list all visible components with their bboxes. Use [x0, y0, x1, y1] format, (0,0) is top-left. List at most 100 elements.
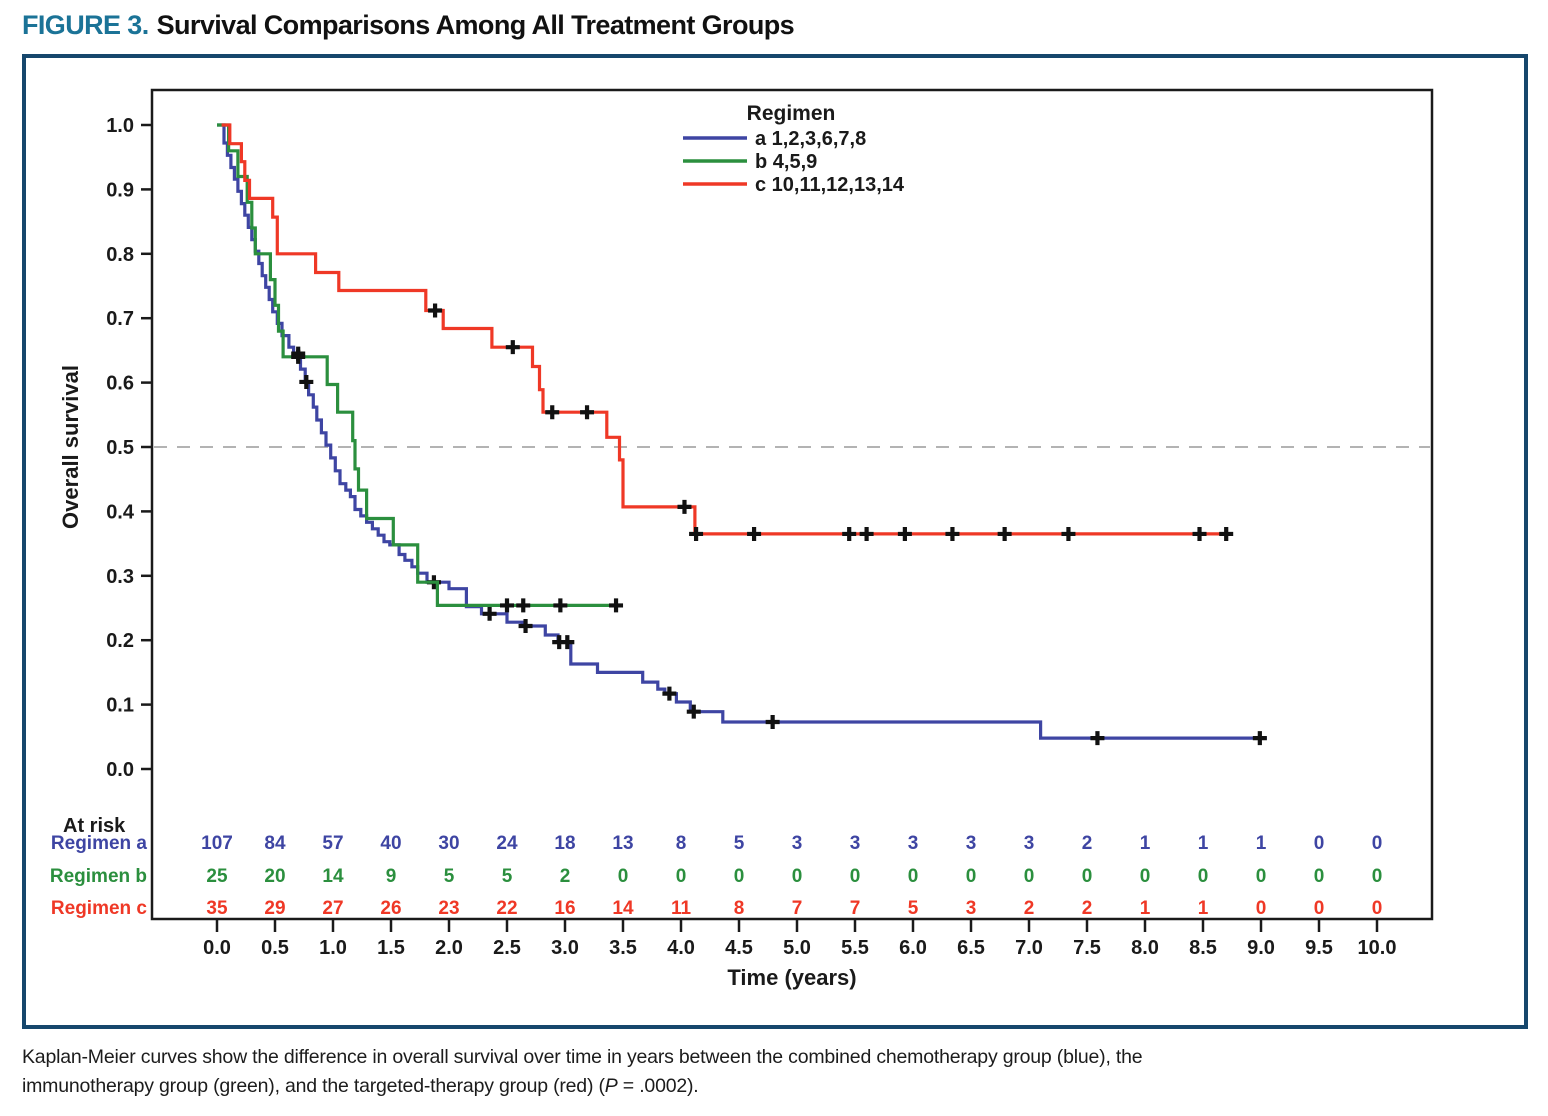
figure-panel: 0.0 0.1 0.2 0.3 0.4 0.5 0.6 0.7 0.8 0.9 1.0 Overall… [22, 54, 1528, 1029]
at-risk-count: 3 [966, 833, 977, 854]
at-risk-count: 20 [264, 866, 285, 887]
x-tick-label: 5.0 [783, 937, 811, 959]
plot-frame-group [150, 88, 1434, 921]
figure-caption: Kaplan-Meier curves show the difference … [22, 1043, 1548, 1102]
caption-line1: Kaplan-Meier curves show the difference … [22, 1046, 1143, 1068]
km-curve-regimen-c [221, 123, 1234, 541]
at-risk-count: 11 [671, 898, 692, 919]
y-tick-label: 0.8 [106, 244, 134, 266]
at-risk-count: 0 [676, 866, 687, 887]
at-risk-count: 0 [618, 866, 629, 887]
at-risk-count: 3 [1024, 833, 1035, 854]
survival-step-path [217, 123, 1267, 740]
censor-marks [428, 303, 1234, 541]
at-risk-count: 14 [322, 866, 344, 887]
at-risk-count: 3 [908, 833, 919, 854]
at-risk-count: 0 [1024, 866, 1035, 887]
plot-frame [150, 88, 1434, 921]
x-tick-label: 2.0 [435, 937, 463, 959]
legend-label-c: c 10,11,12,13,14 [755, 174, 905, 196]
censor-marks [291, 346, 1267, 746]
at-risk-count: 5 [502, 866, 513, 887]
figure-label: FIGURE 3. [22, 10, 149, 40]
at-risk-count: 3 [966, 898, 977, 919]
x-tick-label: 7.5 [1073, 937, 1101, 959]
at-risk-count: 0 [908, 866, 919, 887]
x-tick-label: 9.5 [1305, 937, 1333, 959]
km-curve-regimen-b [217, 123, 624, 613]
at-risk-header: At risk [63, 815, 126, 837]
x-tick-label: 2.5 [493, 937, 521, 959]
at-risk-count: 25 [206, 866, 228, 887]
at-risk-count: 24 [496, 833, 518, 854]
at-risk-count: 0 [966, 866, 977, 887]
y-axis-title: Overall survival [58, 365, 83, 529]
at-risk-count: 35 [206, 898, 228, 919]
at-risk-count: 13 [612, 833, 633, 854]
at-risk-count: 1 [1140, 833, 1151, 854]
at-risk-count: 0 [1082, 866, 1093, 887]
at-risk-count: 107 [201, 833, 233, 854]
at-risk-count: 40 [380, 833, 401, 854]
at-risk-row-a: Regimen a 107 84 57 40 30 24 18 13 8 5 3 3 3 3 3 2 1 1 1 0 0 [51, 833, 1382, 854]
at-risk-count: 0 [1314, 898, 1325, 919]
at-risk-count: 0 [1140, 866, 1151, 887]
at-risk-count: 26 [380, 898, 401, 919]
x-tick-label: 0.5 [261, 937, 289, 959]
km-curve-regimen-a [217, 123, 1267, 746]
at-risk-count: 1 [1198, 898, 1209, 919]
x-tick-label: 0.0 [203, 937, 231, 959]
at-risk-count: 8 [676, 833, 687, 854]
at-risk-count: 14 [612, 898, 634, 919]
at-risk-count: 29 [264, 898, 285, 919]
at-risk-count: 2 [1024, 898, 1035, 919]
x-tick-label: 7.0 [1015, 937, 1043, 959]
legend: Regimen a 1,2,3,6,7,8b 4,5,9c 10,11,12,13… [683, 102, 905, 196]
at-risk-row-label: Regimen a [51, 833, 148, 854]
at-risk-count: 0 [1314, 833, 1325, 854]
at-risk-count: 0 [1372, 833, 1383, 854]
y-tick-label: 0.7 [106, 308, 134, 330]
legend-label-a: a 1,2,3,6,7,8 [755, 128, 866, 150]
at-risk-count: 23 [438, 898, 459, 919]
survival-step-path [221, 123, 1227, 536]
at-risk-count: 3 [792, 833, 803, 854]
x-tick-label: 10.0 [1358, 937, 1397, 959]
x-tick-label: 3.5 [609, 937, 637, 959]
at-risk-count: 0 [734, 866, 745, 887]
x-tick-label: 6.0 [899, 937, 927, 959]
x-tick-label: 5.5 [841, 937, 869, 959]
y-tick-label: 0.6 [106, 373, 134, 395]
at-risk-count: 3 [850, 833, 861, 854]
at-risk-count: 16 [554, 898, 575, 919]
at-risk-count: 0 [1372, 866, 1383, 887]
y-tick-label: 0.9 [106, 179, 134, 201]
x-tick-label: 9.0 [1247, 937, 1275, 959]
legend-title: Regimen [747, 102, 836, 125]
p-value-symbol: P [604, 1075, 618, 1098]
legend-label-b: b 4,5,9 [755, 151, 817, 173]
x-tick-label: 4.0 [667, 937, 695, 959]
at-risk-count: 57 [322, 833, 343, 854]
at-risk-count: 84 [264, 833, 286, 854]
at-risk-count: 0 [1372, 898, 1383, 919]
caption-line2: immunotherapy group (green), and the tar… [22, 1075, 699, 1098]
x-tick-label: 8.5 [1189, 937, 1217, 959]
at-risk-count: 8 [734, 898, 745, 919]
at-risk-count: 9 [386, 866, 397, 887]
at-risk-count: 2 [1082, 898, 1093, 919]
at-risk-count: 0 [1256, 898, 1267, 919]
at-risk-count: 1 [1256, 833, 1267, 854]
y-tick-label: 0.5 [106, 437, 134, 459]
y-tick-label: 0.2 [106, 630, 134, 652]
figure-title-text: Survival Comparisons Among All Treatment… [156, 10, 795, 40]
at-risk-count: 0 [1314, 866, 1325, 887]
y-axis: 0.0 0.1 0.2 0.3 0.4 0.5 0.6 0.7 0.8 0.9 1.0 Overall… [58, 115, 152, 781]
y-tick-label: 0.3 [106, 566, 134, 588]
figure-title: FIGURE 3. Survival Comparisons Among All … [22, 10, 1548, 41]
at-risk-count: 2 [1082, 833, 1093, 854]
at-risk-count: 0 [1198, 866, 1209, 887]
at-risk-count: 0 [1256, 866, 1267, 887]
at-risk-row-b: Regimen b 25 20 14 9 5 5 2 0 0 0 0 0 0 0 0 0 0 0 0 0 0 [50, 866, 1382, 887]
